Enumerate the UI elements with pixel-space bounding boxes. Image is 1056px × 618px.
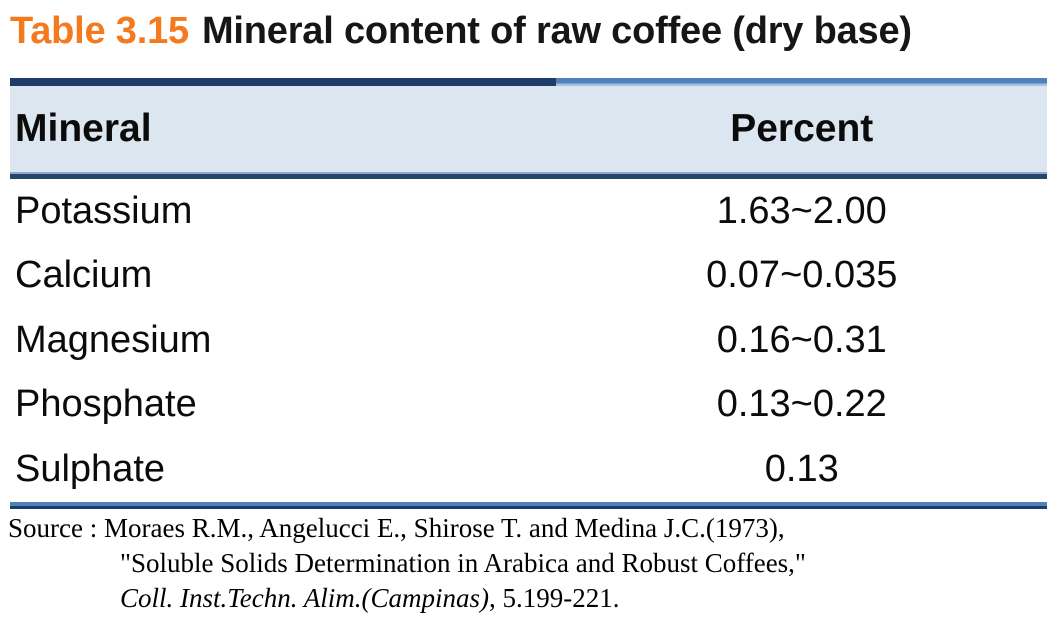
table-caption: Mineral content of raw coffee (dry base) [201, 10, 912, 52]
table-number: Table 3.15 [10, 10, 189, 52]
percent-cell: 0.07~0.035 [706, 254, 898, 297]
top-border-dark-segment [10, 78, 557, 86]
mineral-cell: Magnesium [15, 318, 212, 361]
table-row: Sulphate 0.13 [10, 437, 1047, 502]
mineral-cell: Sulphate [15, 447, 166, 490]
table-header-row: Mineral Percent [10, 86, 1047, 172]
mineral-cell: Potassium [15, 189, 193, 232]
header-separator-line [10, 172, 1047, 179]
mineral-table: Mineral Percent Potassium 1.63~2.00 Calc… [10, 78, 1047, 509]
table-row: Phosphate 0.13~0.22 [10, 373, 1047, 438]
percent-cell: 0.16~0.31 [716, 318, 887, 361]
percent-cell: 1.63~2.00 [716, 189, 887, 232]
source-journal: Coll. Inst.Techn. Alim.(Campinas) [120, 583, 490, 613]
column-header-percent: Percent [730, 107, 874, 150]
table-row: Calcium 0.07~0.035 [10, 244, 1047, 309]
source-line-1: Source : Moraes R.M., Angelucci E., Shir… [8, 511, 806, 546]
source-pages: , 5.199-221. [489, 583, 620, 613]
table-title: Table 3.15 Mineral content of raw coffee … [10, 4, 912, 58]
mineral-cell: Calcium [15, 254, 153, 297]
table-body: Potassium 1.63~2.00 Calcium 0.07~0.035 M… [10, 179, 1047, 502]
source-citation: Moraes R.M., Angelucci E., Shirose T. an… [103, 513, 785, 543]
column-header-mineral: Mineral [15, 107, 152, 150]
source-prefix: Source : [8, 513, 104, 543]
percent-cell: 0.13~0.22 [716, 383, 887, 426]
mineral-cell: Phosphate [15, 383, 197, 426]
top-border-blue-segment [556, 78, 1047, 86]
table-bottom-border [10, 501, 1047, 509]
table-top-border [10, 78, 1047, 86]
percent-cell: 0.13 [764, 447, 839, 490]
source-note: Source : Moraes R.M., Angelucci E., Shir… [8, 511, 806, 616]
table-row: Potassium 1.63~2.00 [10, 179, 1047, 244]
source-line-2: "Soluble Solids Determination in Arabica… [120, 548, 806, 578]
source-line-3: Coll. Inst.Techn. Alim.(Campinas), 5.199… [8, 581, 806, 616]
table-row: Magnesium 0.16~0.31 [10, 308, 1047, 373]
